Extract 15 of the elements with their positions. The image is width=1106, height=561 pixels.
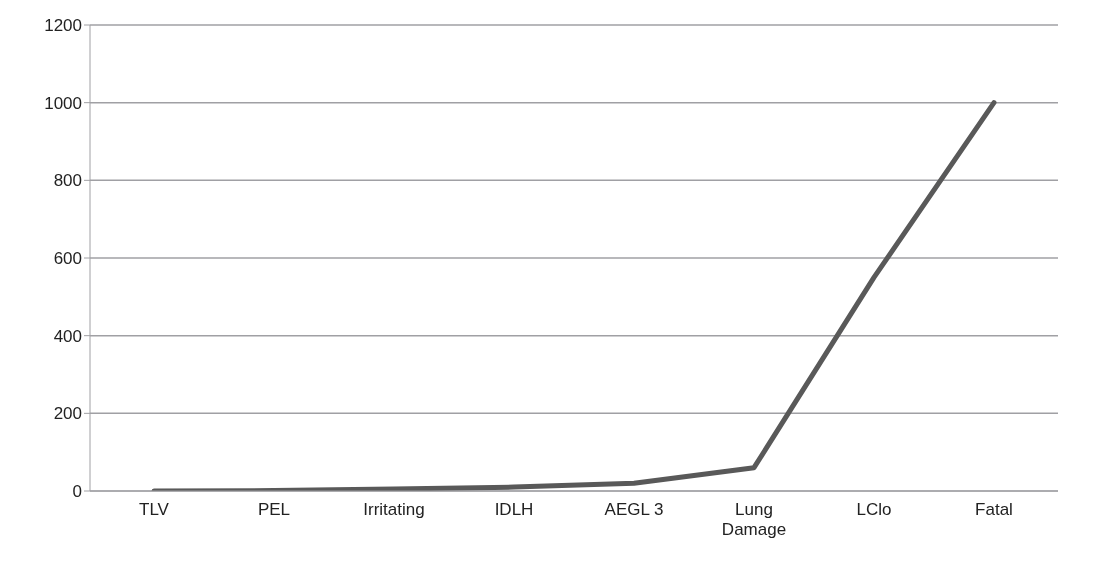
x-tick-label: Lung Damage bbox=[721, 500, 787, 539]
x-tick-label: LClo bbox=[856, 500, 892, 519]
x-tick-label: Irritating bbox=[363, 500, 425, 519]
y-tick-label: 0 bbox=[72, 482, 82, 502]
y-tick-label: 600 bbox=[53, 249, 82, 269]
x-tick-label: PEL bbox=[257, 500, 291, 519]
y-tick-label: 400 bbox=[53, 326, 82, 346]
x-tick-label: IDLH bbox=[494, 500, 534, 519]
x-tick-label: Fatal bbox=[975, 500, 1013, 519]
y-tick-label: 200 bbox=[53, 404, 82, 424]
x-tick-label: TLV bbox=[139, 500, 170, 519]
y-tick-label: 1200 bbox=[44, 16, 82, 36]
x-tick-label: AEGL 3 bbox=[604, 500, 664, 519]
y-tick-label: 800 bbox=[53, 171, 82, 191]
y-tick-label: 1000 bbox=[44, 93, 82, 113]
